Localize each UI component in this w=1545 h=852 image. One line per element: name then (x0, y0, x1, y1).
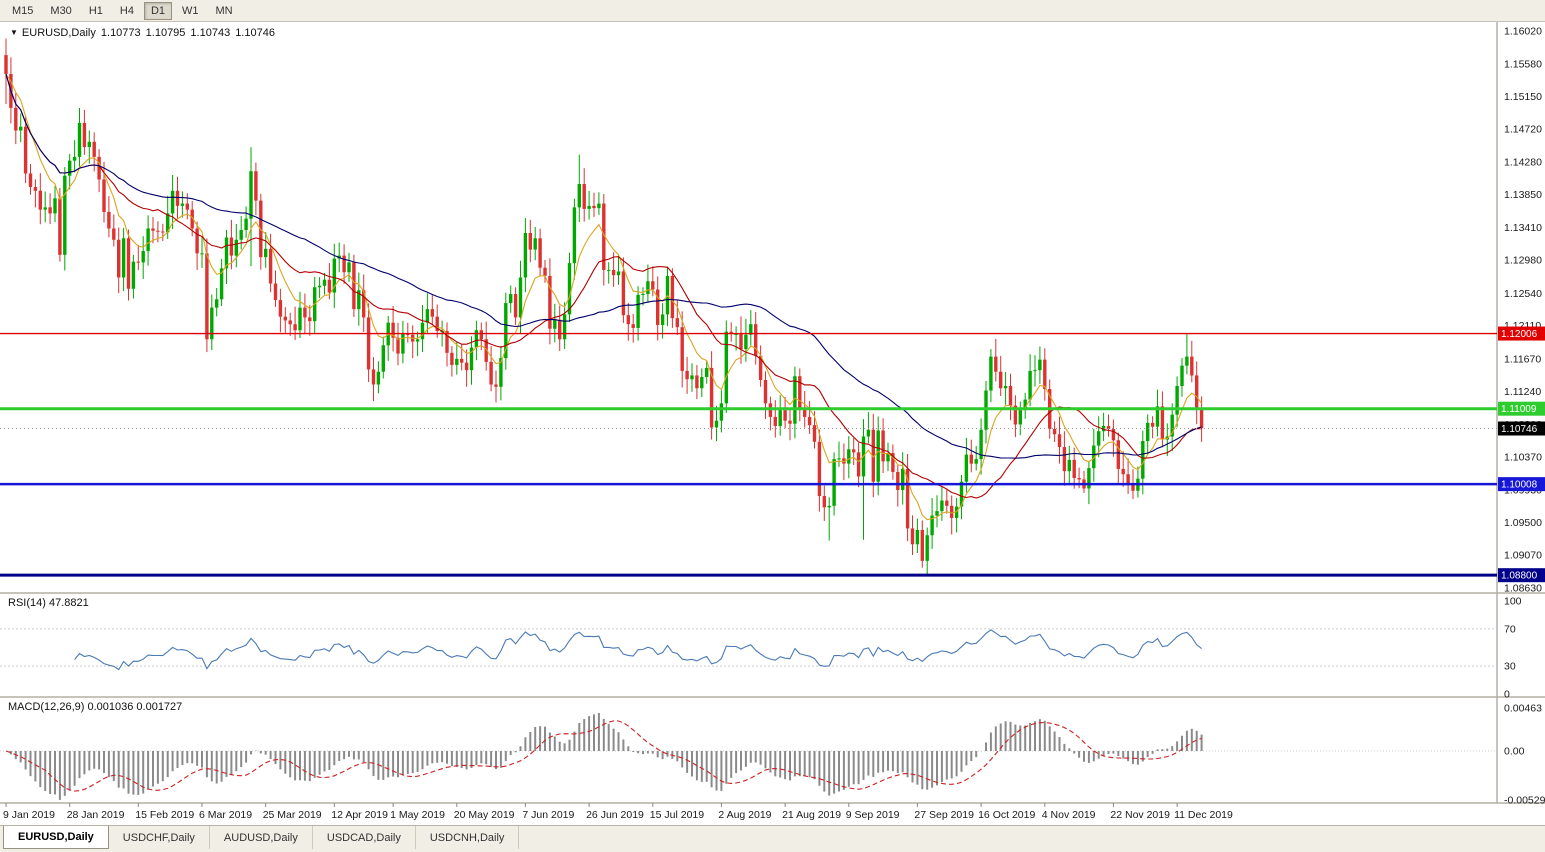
macd-histogram (9, 713, 1203, 800)
timeframe-w1[interactable]: W1 (182, 4, 199, 17)
svg-text:1.10746: 1.10746 (1501, 424, 1538, 435)
rsi-pane: 100 70 30 0 (0, 596, 1522, 701)
svg-text:0: 0 (1504, 689, 1510, 701)
svg-text:1.13850: 1.13850 (1504, 189, 1542, 201)
ohlc-low: 1.10743 (190, 27, 231, 39)
rsi-line (74, 629, 1202, 671)
tab-usdchf[interactable]: USDCHF,Daily (109, 826, 210, 849)
chart-background (0, 22, 1545, 825)
ohlc-open: 1.10773 (100, 27, 141, 39)
svg-text:1.08630: 1.08630 (1504, 583, 1542, 595)
svg-text:1.11240: 1.11240 (1504, 386, 1541, 398)
svg-text:11 Dec 2019: 11 Dec 2019 (1174, 809, 1233, 821)
svg-text:0.00: 0.00 (1504, 746, 1525, 758)
support-line-blue-price-box (1498, 477, 1545, 492)
svg-text:20 May 2019: 20 May 2019 (454, 809, 515, 821)
svg-text:15 Jul 2019: 15 Jul 2019 (650, 809, 704, 821)
svg-text:1.14720: 1.14720 (1504, 123, 1542, 135)
svg-text:6 Mar 2019: 6 Mar 2019 (199, 809, 252, 821)
svg-text:1.13410: 1.13410 (1504, 222, 1542, 234)
timeframe-m30[interactable]: M30 (50, 4, 72, 17)
svg-text:9 Sep 2019: 9 Sep 2019 (846, 809, 900, 821)
svg-text:16 Oct 2019: 16 Oct 2019 (978, 809, 1035, 821)
timeframe-mn[interactable]: MN (215, 4, 233, 17)
svg-text:27 Sep 2019: 27 Sep 2019 (914, 809, 974, 821)
svg-text:4 Nov 2019: 4 Nov 2019 (1042, 809, 1096, 821)
chart-tabs: EURUSD,Daily USDCHF,Daily AUDUSD,Daily USDC… (0, 825, 1545, 852)
svg-text:1.12980: 1.12980 (1504, 255, 1542, 267)
ma-20-line (5, 73, 1202, 499)
tab-audusd[interactable]: AUDUSD,Daily (210, 826, 313, 849)
svg-text:28 Jan 2019: 28 Jan 2019 (67, 809, 125, 821)
svg-text:30: 30 (1504, 661, 1516, 673)
date-axis[interactable]: 9 Jan 2019 28 Jan 2019 15 Feb 2019 6 Mar 20… (3, 803, 1233, 821)
ohlc-high: 1.10795 (145, 27, 186, 39)
svg-text:22 Nov 2019: 22 Nov 2019 (1110, 809, 1170, 821)
ma-50-line (5, 73, 1202, 459)
tab-usdcad[interactable]: USDCAD,Daily (313, 826, 416, 849)
svg-text:9 Jan 2019: 9 Jan 2019 (3, 809, 55, 821)
tab-eurusd[interactable]: EURUSD,Daily (3, 826, 109, 849)
svg-text:1.15580: 1.15580 (1504, 59, 1542, 71)
svg-text:1.15150: 1.15150 (1504, 91, 1542, 103)
chart-region[interactable]: 1.16020 1.15580 1.15150 1.14720 1.14280 1.138… (0, 22, 1545, 825)
svg-text:-0.00529: -0.00529 (1504, 795, 1545, 807)
macd-pane: 0.00463 0.00 -0.00529 (0, 702, 1545, 807)
svg-text:1.16020: 1.16020 (1504, 26, 1542, 38)
svg-text:15 Feb 2019: 15 Feb 2019 (135, 809, 194, 821)
svg-text:1.08800: 1.08800 (1501, 571, 1538, 582)
svg-text:1.09070: 1.09070 (1504, 549, 1542, 561)
svg-text:70: 70 (1504, 623, 1516, 635)
symbol-ohlc-label: ▼ EURUSD,Daily 1.10773 1.10795 1.10743 1.1074… (10, 27, 280, 39)
svg-text:1.09500: 1.09500 (1504, 517, 1542, 529)
svg-text:100: 100 (1504, 596, 1522, 608)
svg-text:2 Aug 2019: 2 Aug 2019 (718, 809, 771, 821)
svg-text:1.11009: 1.11009 (1501, 404, 1537, 415)
timeframe-d1[interactable]: D1 (143, 1, 172, 20)
svg-text:1.10008: 1.10008 (1501, 480, 1538, 491)
timeframe-h1[interactable]: H1 (88, 4, 103, 17)
chart-canvas[interactable]: 1.16020 1.15580 1.15150 1.14720 1.14280 1.138… (0, 22, 1545, 825)
support-line-navy-price-box (1498, 568, 1545, 583)
timeframe-m15[interactable]: M15 (12, 4, 34, 17)
svg-text:1.12006: 1.12006 (1501, 329, 1538, 340)
timeframe-h4[interactable]: H4 (119, 4, 134, 17)
chart-dropdown-icon[interactable]: ▼ (10, 28, 18, 37)
level-lines[interactable]: 1.12006 1.11009 1.10746 1.10008 1.08800 (0, 326, 1545, 583)
svg-text:26 Jun 2019: 26 Jun 2019 (586, 809, 644, 821)
svg-text:25 Mar 2019: 25 Mar 2019 (263, 809, 322, 821)
current-price-line-price-box (1498, 421, 1545, 436)
svg-text:0.00463: 0.00463 (1504, 702, 1542, 714)
svg-text:12 Apr 2019: 12 Apr 2019 (331, 809, 388, 821)
svg-text:1 May 2019: 1 May 2019 (390, 809, 445, 821)
pane-separators[interactable] (0, 592, 1545, 804)
ohlc-close: 1.10746 (235, 27, 275, 39)
svg-text:7 Jun 2019: 7 Jun 2019 (522, 809, 574, 821)
svg-text:1.12540: 1.12540 (1504, 288, 1542, 300)
candlestick-layer (4, 38, 1204, 576)
tab-usdcnh[interactable]: USDCNH,Daily (416, 826, 520, 849)
macd-indicator-label: MACD(12,26,9) 0.001036 0.001727 (8, 701, 183, 713)
support-line-green-price-box (1498, 401, 1545, 416)
timeframe-toolbar: M15 M30 H1 H4 D1 W1 MN (0, 0, 1545, 22)
macd-signal-line (5, 720, 1202, 792)
svg-text:1.11670: 1.11670 (1504, 353, 1541, 365)
symbol-name: EURUSD,Daily (21, 27, 96, 39)
rsi-indicator-label: RSI(14) 47.8821 (8, 597, 89, 609)
svg-text:1.10370: 1.10370 (1504, 451, 1542, 463)
svg-text:21 Aug 2019: 21 Aug 2019 (782, 809, 841, 821)
svg-text:1.14280: 1.14280 (1504, 157, 1542, 169)
resistance-line-red-price-box (1498, 326, 1545, 341)
